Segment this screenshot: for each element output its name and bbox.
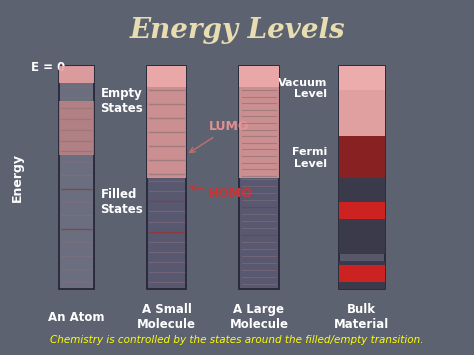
Text: A Small
Molecule: A Small Molecule xyxy=(137,303,196,331)
Bar xyxy=(339,66,385,289)
Bar xyxy=(147,66,186,178)
Bar xyxy=(239,66,279,289)
Bar xyxy=(339,178,385,255)
Bar xyxy=(339,261,385,289)
Text: An Atom: An Atom xyxy=(48,311,105,324)
Text: HOMO: HOMO xyxy=(191,185,253,200)
Bar xyxy=(239,66,279,87)
Bar xyxy=(147,66,186,87)
Bar xyxy=(339,66,385,136)
Bar xyxy=(59,101,94,155)
Text: E = 0: E = 0 xyxy=(31,61,65,74)
Text: Fermi
Level: Fermi Level xyxy=(292,147,327,169)
Bar xyxy=(339,136,385,178)
Bar xyxy=(59,66,94,83)
Bar xyxy=(339,265,385,282)
Text: Filled
States: Filled States xyxy=(100,188,143,216)
Text: Bulk
Material: Bulk Material xyxy=(334,303,390,331)
Text: Energy: Energy xyxy=(11,153,24,202)
Text: LUMO: LUMO xyxy=(190,120,250,152)
Text: Energy Levels: Energy Levels xyxy=(129,17,345,44)
Bar xyxy=(339,66,385,90)
Bar xyxy=(239,66,279,178)
Text: Vacuum
Level: Vacuum Level xyxy=(278,78,327,99)
Text: A Large
Molecule: A Large Molecule xyxy=(229,303,289,331)
Bar xyxy=(147,66,186,289)
Text: Chemistry is controlled by the states around the filled/empty transition.: Chemistry is controlled by the states ar… xyxy=(50,335,424,345)
Bar xyxy=(339,202,385,219)
Bar xyxy=(59,66,94,289)
Text: Empty
States: Empty States xyxy=(100,87,143,115)
